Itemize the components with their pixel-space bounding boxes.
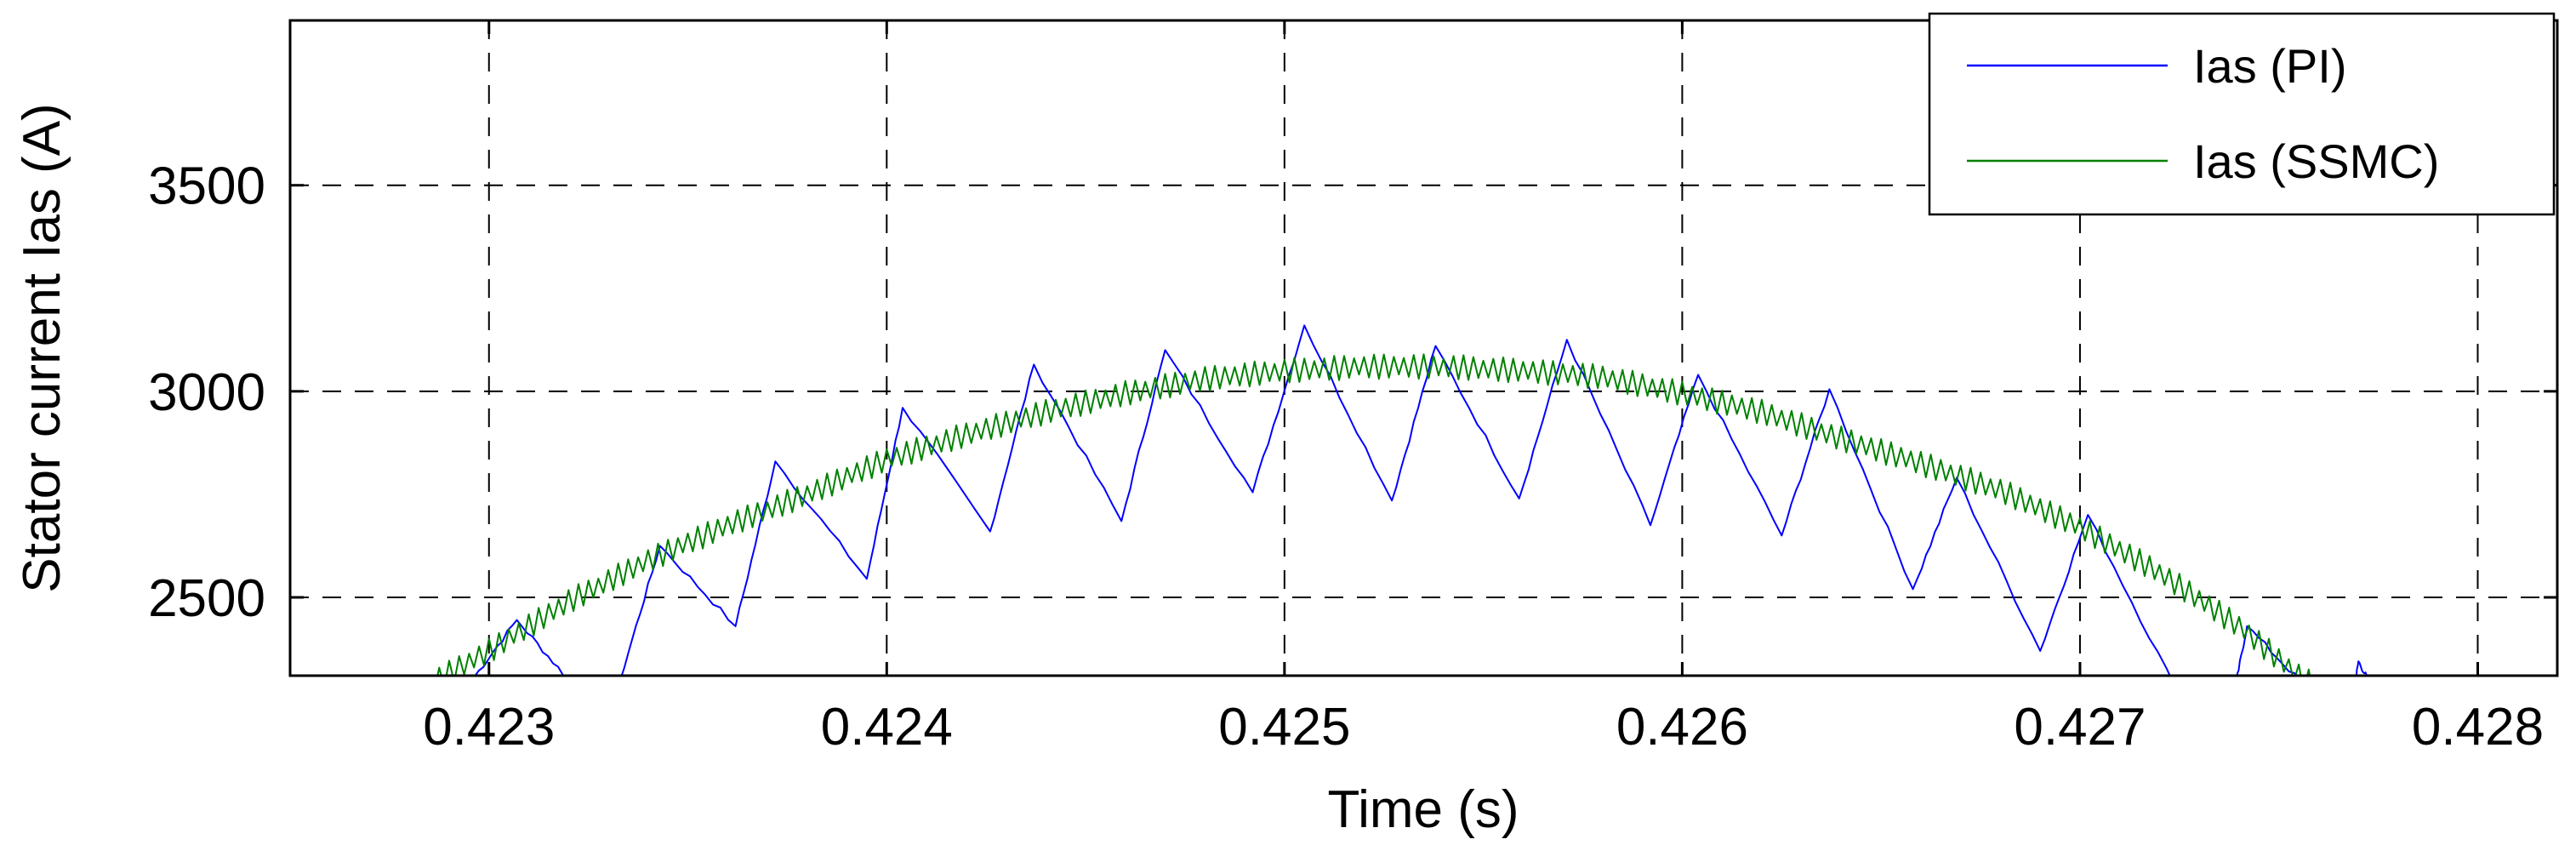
y-tick-label: 3000 <box>148 363 265 422</box>
y-tick-label: 3500 <box>148 157 265 216</box>
x-tick-label: 0.426 <box>1616 698 1748 757</box>
x-tick-label: 0.427 <box>2014 698 2146 757</box>
tick-labels: 0.423 0.424 0.425 0.426 0.427 0.428 2500 3000 35… <box>148 157 2544 757</box>
plot-border <box>288 19 2559 677</box>
x-axis-label: Time (s) <box>1328 780 1519 839</box>
y-axis-label: Stator current Ias (A) <box>13 103 71 592</box>
legend-label-ssmc: Ias (SSMC) <box>2193 134 2439 188</box>
legend: Ias (PI) Ias (SSMC) <box>1928 12 2556 216</box>
series-line-ssmc <box>436 353 2311 676</box>
x-tick-label: 0.425 <box>1218 698 1350 757</box>
x-tick-label: 0.423 <box>423 698 555 757</box>
x-tick-label: 0.424 <box>821 698 953 757</box>
legend-label-pi: Ias (PI) <box>2193 39 2346 93</box>
y-tick-label: 2500 <box>148 569 265 628</box>
series-line-pi <box>474 324 2368 676</box>
x-tick-label: 0.428 <box>2412 698 2544 757</box>
legend-box <box>1928 12 2556 216</box>
series-layer <box>436 324 2368 676</box>
